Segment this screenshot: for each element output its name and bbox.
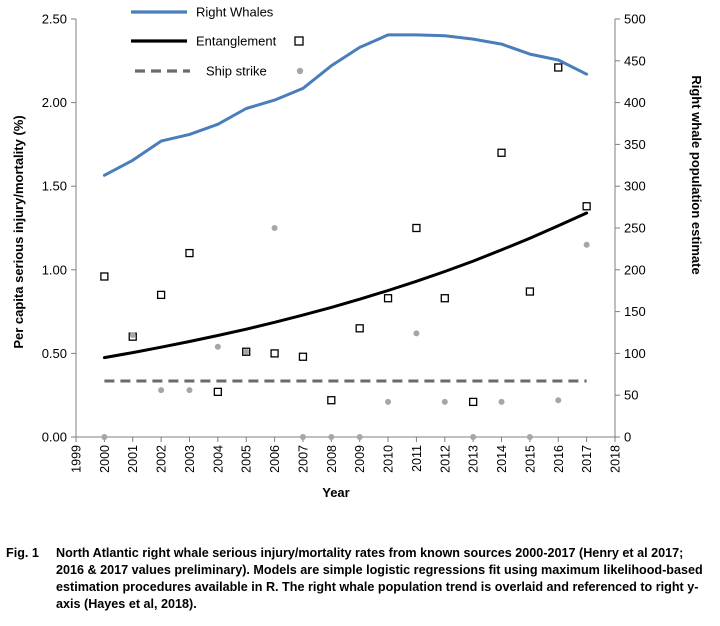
x-tick-label: 2013 [467, 445, 481, 473]
ship-strike-point [158, 387, 165, 394]
x-tick-label: 2017 [580, 445, 594, 473]
ship-strike-point [271, 225, 278, 231]
entanglement-line [102, 211, 589, 360]
x-tick-label: 2003 [183, 445, 197, 473]
ship-strike-point [328, 434, 335, 440]
x-axis-label: Year [322, 485, 349, 500]
entanglement-point [298, 352, 308, 361]
x-tick-label: 2007 [296, 445, 310, 473]
x-tick-label: 2002 [155, 445, 169, 473]
x-tick-label: 2001 [126, 445, 140, 473]
ship-strike-point [441, 398, 448, 405]
y-right-tick-label: 200 [624, 262, 646, 277]
right-whales-line [102, 33, 589, 177]
y-right-tick-label: 500 [624, 12, 646, 27]
ship-strike-point [101, 434, 108, 440]
ship-strike-point [243, 348, 250, 355]
x-tick-label: 2006 [268, 445, 282, 473]
axes [71, 18, 620, 442]
x-tick-label: 2005 [240, 445, 254, 473]
x-tick-label: 2009 [353, 445, 367, 473]
y-left-tick-label: 2.50 [42, 12, 67, 27]
entanglement-point [497, 148, 506, 157]
tick-labels: 0.00 0.50 1.00 1.50 2.00 2.50 0 50 100 150 200 250 3… [42, 12, 646, 473]
x-tick-label: 2014 [495, 445, 509, 473]
ship-strike-point [583, 241, 590, 248]
ship-strike-point [470, 434, 477, 440]
entanglement-point [525, 287, 535, 296]
y-left-tick-label: 1.00 [42, 262, 67, 277]
ship-strike-point [555, 397, 562, 404]
ship-strike-point [526, 434, 533, 440]
entanglement-point [355, 324, 364, 333]
entanglement-point [185, 248, 194, 258]
ship-strike-point [129, 332, 136, 339]
figure-caption: Fig. 1 North Atlantic right whale seriou… [6, 545, 712, 613]
x-tick-label: 2015 [523, 445, 537, 473]
ship-strike-point [385, 398, 392, 405]
y-left-tick-label: 2.00 [42, 95, 67, 110]
legend-marker-entanglement [294, 36, 304, 46]
y-left-tick-label: 0.00 [42, 430, 67, 445]
chart: 0.00 0.50 1.00 1.50 2.00 2.50 0 50 100 150 200 250 3… [11, 5, 704, 501]
entanglement-point [554, 63, 563, 72]
y-axis-right-label: Right whale population estimate [689, 75, 704, 274]
y-left-tick-label: 0.50 [42, 346, 67, 361]
entanglement-point [469, 397, 478, 407]
x-tick-label: 2016 [552, 445, 566, 473]
entanglement-point [582, 202, 591, 211]
y-right-tick-label: 50 [624, 388, 638, 403]
entanglement-point [412, 223, 421, 233]
ship-strike-point [214, 343, 221, 350]
entanglement-point [327, 396, 336, 405]
legend-label-right-whales: Right Whales [196, 5, 274, 20]
x-tick-label: 2010 [382, 445, 396, 473]
x-tick-label: 2011 [410, 445, 424, 472]
y-right-tick-label: 300 [624, 179, 646, 194]
x-tick-label: 2004 [211, 445, 225, 473]
caption-text: North Atlantic right whale serious injur… [56, 546, 703, 611]
caption-label: Fig. 1 [6, 546, 39, 560]
x-tick-label: 2000 [98, 445, 112, 473]
y-right-tick-label: 400 [624, 95, 646, 110]
series-layer [100, 33, 591, 440]
ship-strike-point [413, 330, 420, 337]
entanglement-point [270, 349, 279, 358]
legend-marker-ship-strike [296, 67, 304, 75]
entanglement-point [440, 294, 449, 303]
y-right-tick-label: 100 [624, 346, 646, 361]
legend: Right Whales Entanglement Ship strike [131, 5, 304, 79]
ship-strike-point [186, 387, 193, 394]
legend-label-ship-strike: Ship strike [206, 64, 267, 79]
entanglement-point [383, 294, 393, 303]
entanglement-point [100, 272, 109, 281]
x-tick-label: 1999 [70, 445, 84, 473]
x-tick-label: 2012 [438, 445, 452, 473]
ship-strike-point [299, 434, 306, 440]
y-right-tick-label: 0 [624, 430, 631, 445]
entanglement-point [213, 387, 222, 397]
y-right-tick-label: 250 [624, 221, 646, 236]
ship-strike-point [356, 434, 363, 440]
y-right-tick-label: 150 [624, 304, 646, 319]
y-right-tick-label: 450 [624, 53, 646, 68]
x-tick-label: 2008 [325, 445, 339, 473]
ship-strike-point [498, 398, 505, 405]
y-axis-left-label: Per capita serious injury/mortality (%) [11, 115, 26, 348]
legend-label-entanglement: Entanglement [196, 34, 277, 49]
y-right-tick-label: 350 [624, 137, 646, 152]
x-tick-label: 2018 [609, 445, 623, 473]
y-left-tick-label: 1.50 [42, 179, 67, 194]
entanglement-point [156, 290, 166, 300]
